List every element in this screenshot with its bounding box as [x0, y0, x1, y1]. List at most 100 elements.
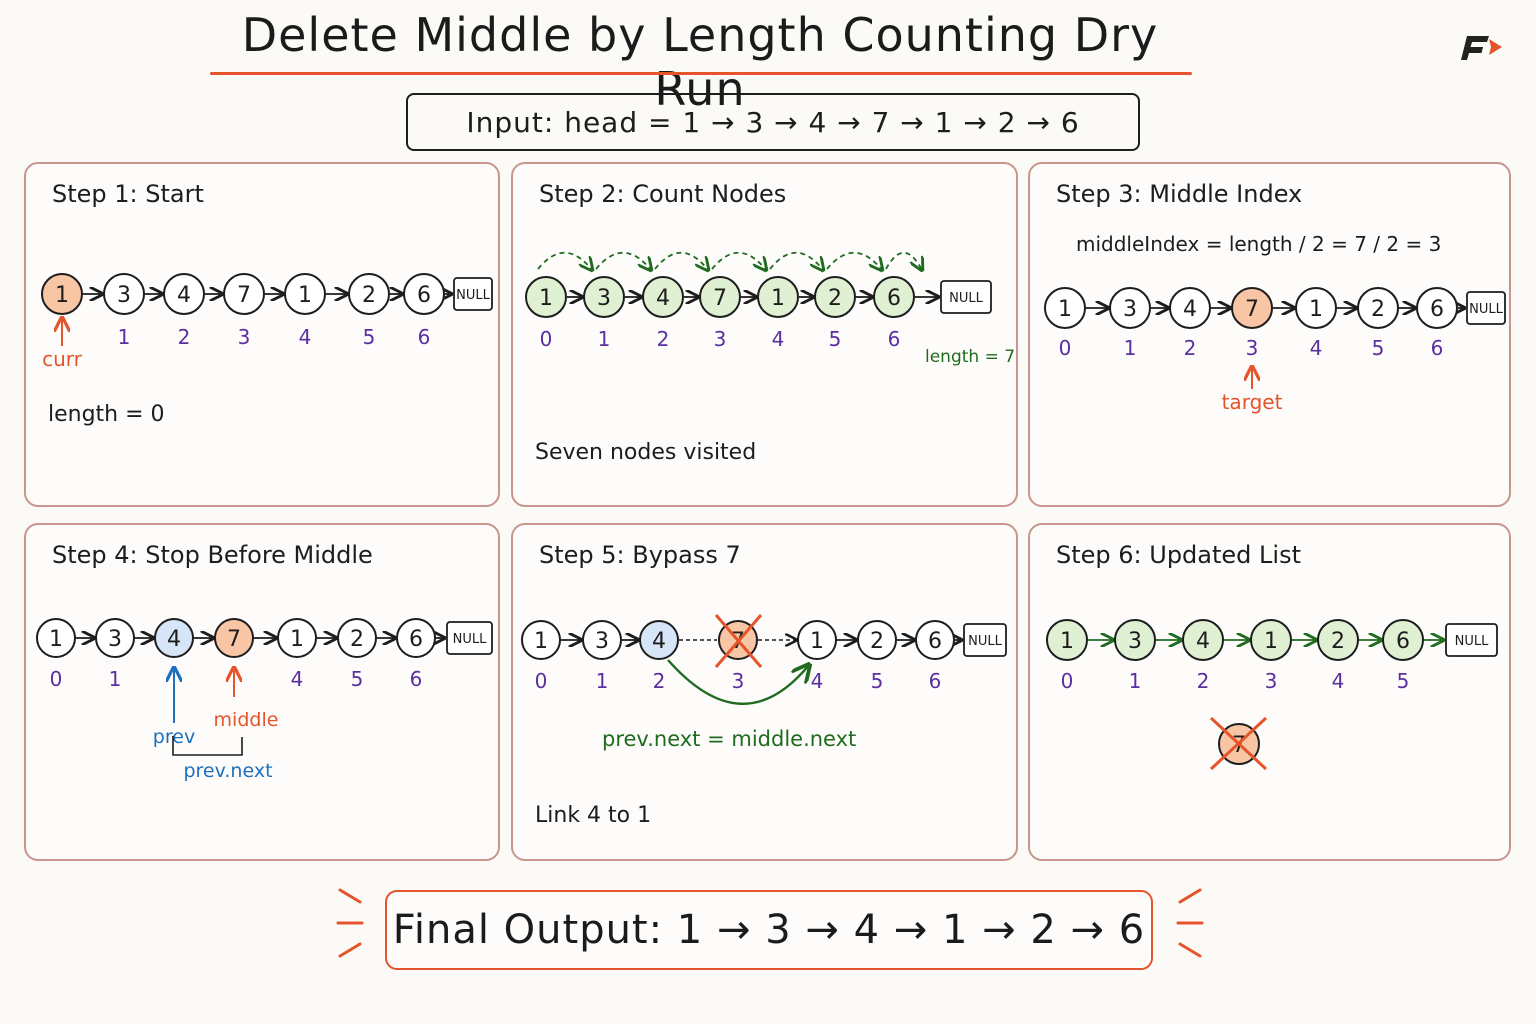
count-hop-arrow — [595, 252, 651, 270]
list-node — [1295, 287, 1337, 329]
node-value: 1 — [1309, 297, 1323, 322]
list-node — [103, 273, 145, 315]
list-node — [396, 618, 436, 658]
index-label: 6 — [418, 325, 431, 349]
index-label: 1 — [1124, 336, 1137, 360]
node-value: 3 — [1123, 297, 1137, 322]
index-label: 6 — [410, 667, 423, 691]
index-label: 3 — [1265, 669, 1278, 693]
list-node — [1317, 619, 1359, 661]
index-label: 2 — [657, 327, 670, 351]
list-node — [873, 276, 915, 318]
list-node — [1382, 619, 1424, 661]
list-node — [699, 276, 741, 318]
node-value: 6 — [928, 629, 942, 654]
node-value: 6 — [409, 627, 423, 652]
step4-title: Step 4: Stop Before Middle — [52, 541, 373, 569]
final-output-box: Final Output: 1 → 3 → 4 → 1 → 2 → 6 — [385, 890, 1153, 970]
list-node — [163, 273, 205, 315]
index-label: 2 — [178, 325, 191, 349]
step3-panel: Step 3: Middle Index middleIndex = lengt… — [1028, 162, 1511, 507]
node-value: 2 — [828, 286, 842, 311]
node-value: 7 — [713, 286, 727, 311]
index-label: 0 — [535, 669, 548, 693]
index-label: 5 — [1397, 669, 1410, 693]
list-node — [1182, 619, 1224, 661]
null-box — [446, 621, 493, 655]
node-value: 2 — [350, 627, 364, 652]
count-hop-arrow — [769, 252, 823, 270]
index-label: 4 — [291, 667, 304, 691]
prev-next-bracket — [172, 736, 243, 756]
list-node — [154, 618, 194, 658]
target-label: target — [1222, 390, 1283, 414]
list-node — [95, 618, 135, 658]
list-node — [1416, 287, 1458, 329]
list-node — [814, 276, 856, 318]
bypass-arrow — [667, 659, 809, 705]
list-node — [284, 273, 326, 315]
step5-note: Link 4 to 1 — [535, 803, 652, 828]
null-label: NULL — [968, 634, 1002, 649]
title-underline — [210, 72, 1192, 75]
node-value: 7 — [227, 627, 241, 652]
index-label: 0 — [540, 327, 553, 351]
index-label: 1 — [109, 667, 122, 691]
cross-mark — [714, 614, 763, 668]
node-value: 1 — [534, 629, 548, 654]
node-value: 7 — [1245, 297, 1259, 322]
node-value: 4 — [652, 629, 666, 654]
curr-label: curr — [42, 347, 83, 371]
null-box — [940, 280, 992, 314]
step1-title: Step 1: Start — [52, 180, 204, 208]
index-label: 1 — [596, 669, 609, 693]
index-label: 2 — [1197, 669, 1210, 693]
node-value: 3 — [108, 627, 122, 652]
node-value: 2 — [870, 629, 884, 654]
final-decoration — [336, 888, 1204, 958]
node-value: 1 — [55, 283, 69, 308]
index-label: 4 — [299, 325, 312, 349]
brand-logo-icon — [1461, 36, 1502, 60]
node-value: 1 — [771, 286, 785, 311]
list-node — [1114, 619, 1156, 661]
node-value: 2 — [1371, 297, 1385, 322]
node-value: 4 — [1183, 297, 1197, 322]
null-label: NULL — [456, 288, 490, 303]
node-value: 2 — [1331, 629, 1345, 654]
middle-label: middle — [214, 709, 279, 731]
list-node — [214, 618, 254, 658]
node-value: 4 — [167, 627, 181, 652]
index-label: 3 — [732, 669, 745, 693]
step2-panel: Step 2: Count Nodes 1 3 4 7 1 2 6 NULL 0 1 2 3 4 5 6 le… — [511, 162, 1018, 507]
index-label: 0 — [1059, 336, 1072, 360]
index-label: 0 — [50, 667, 63, 691]
count-hop-arrow — [537, 252, 592, 270]
index-label: 3 — [238, 325, 251, 349]
step4-panel: Step 4: Stop Before Middle 1 3 4 7 1 2 6 NULL 0 1… — [24, 523, 500, 861]
list-node — [797, 620, 837, 660]
step2-list: 1 3 4 7 1 2 6 NULL 0 1 2 3 4 5 6 length = 7 — [525, 251, 1015, 367]
list-node — [1046, 619, 1088, 661]
count-hop-arrow — [826, 252, 882, 270]
list-node — [857, 620, 897, 660]
list-node — [277, 618, 317, 658]
index-label: 6 — [888, 327, 901, 351]
index-label: 5 — [871, 669, 884, 693]
list-node — [583, 276, 625, 318]
index-label: 6 — [929, 669, 942, 693]
list-node — [1169, 287, 1211, 329]
null-label: NULL — [453, 632, 487, 647]
index-label: 2 — [653, 669, 666, 693]
node-value: 3 — [1128, 629, 1142, 654]
list-node — [1250, 619, 1292, 661]
step6-list: 134126NULL0123457 — [1046, 619, 1498, 771]
index-label: 1 — [1129, 669, 1142, 693]
prev-next-label: prev.next — [183, 760, 272, 782]
step3-list: 1 3 4 7 1 2 6 NULL 0 1 2 3 4 5 6 target — [1044, 287, 1506, 414]
index-label: 4 — [772, 327, 785, 351]
index-label: 2 — [1184, 336, 1197, 360]
